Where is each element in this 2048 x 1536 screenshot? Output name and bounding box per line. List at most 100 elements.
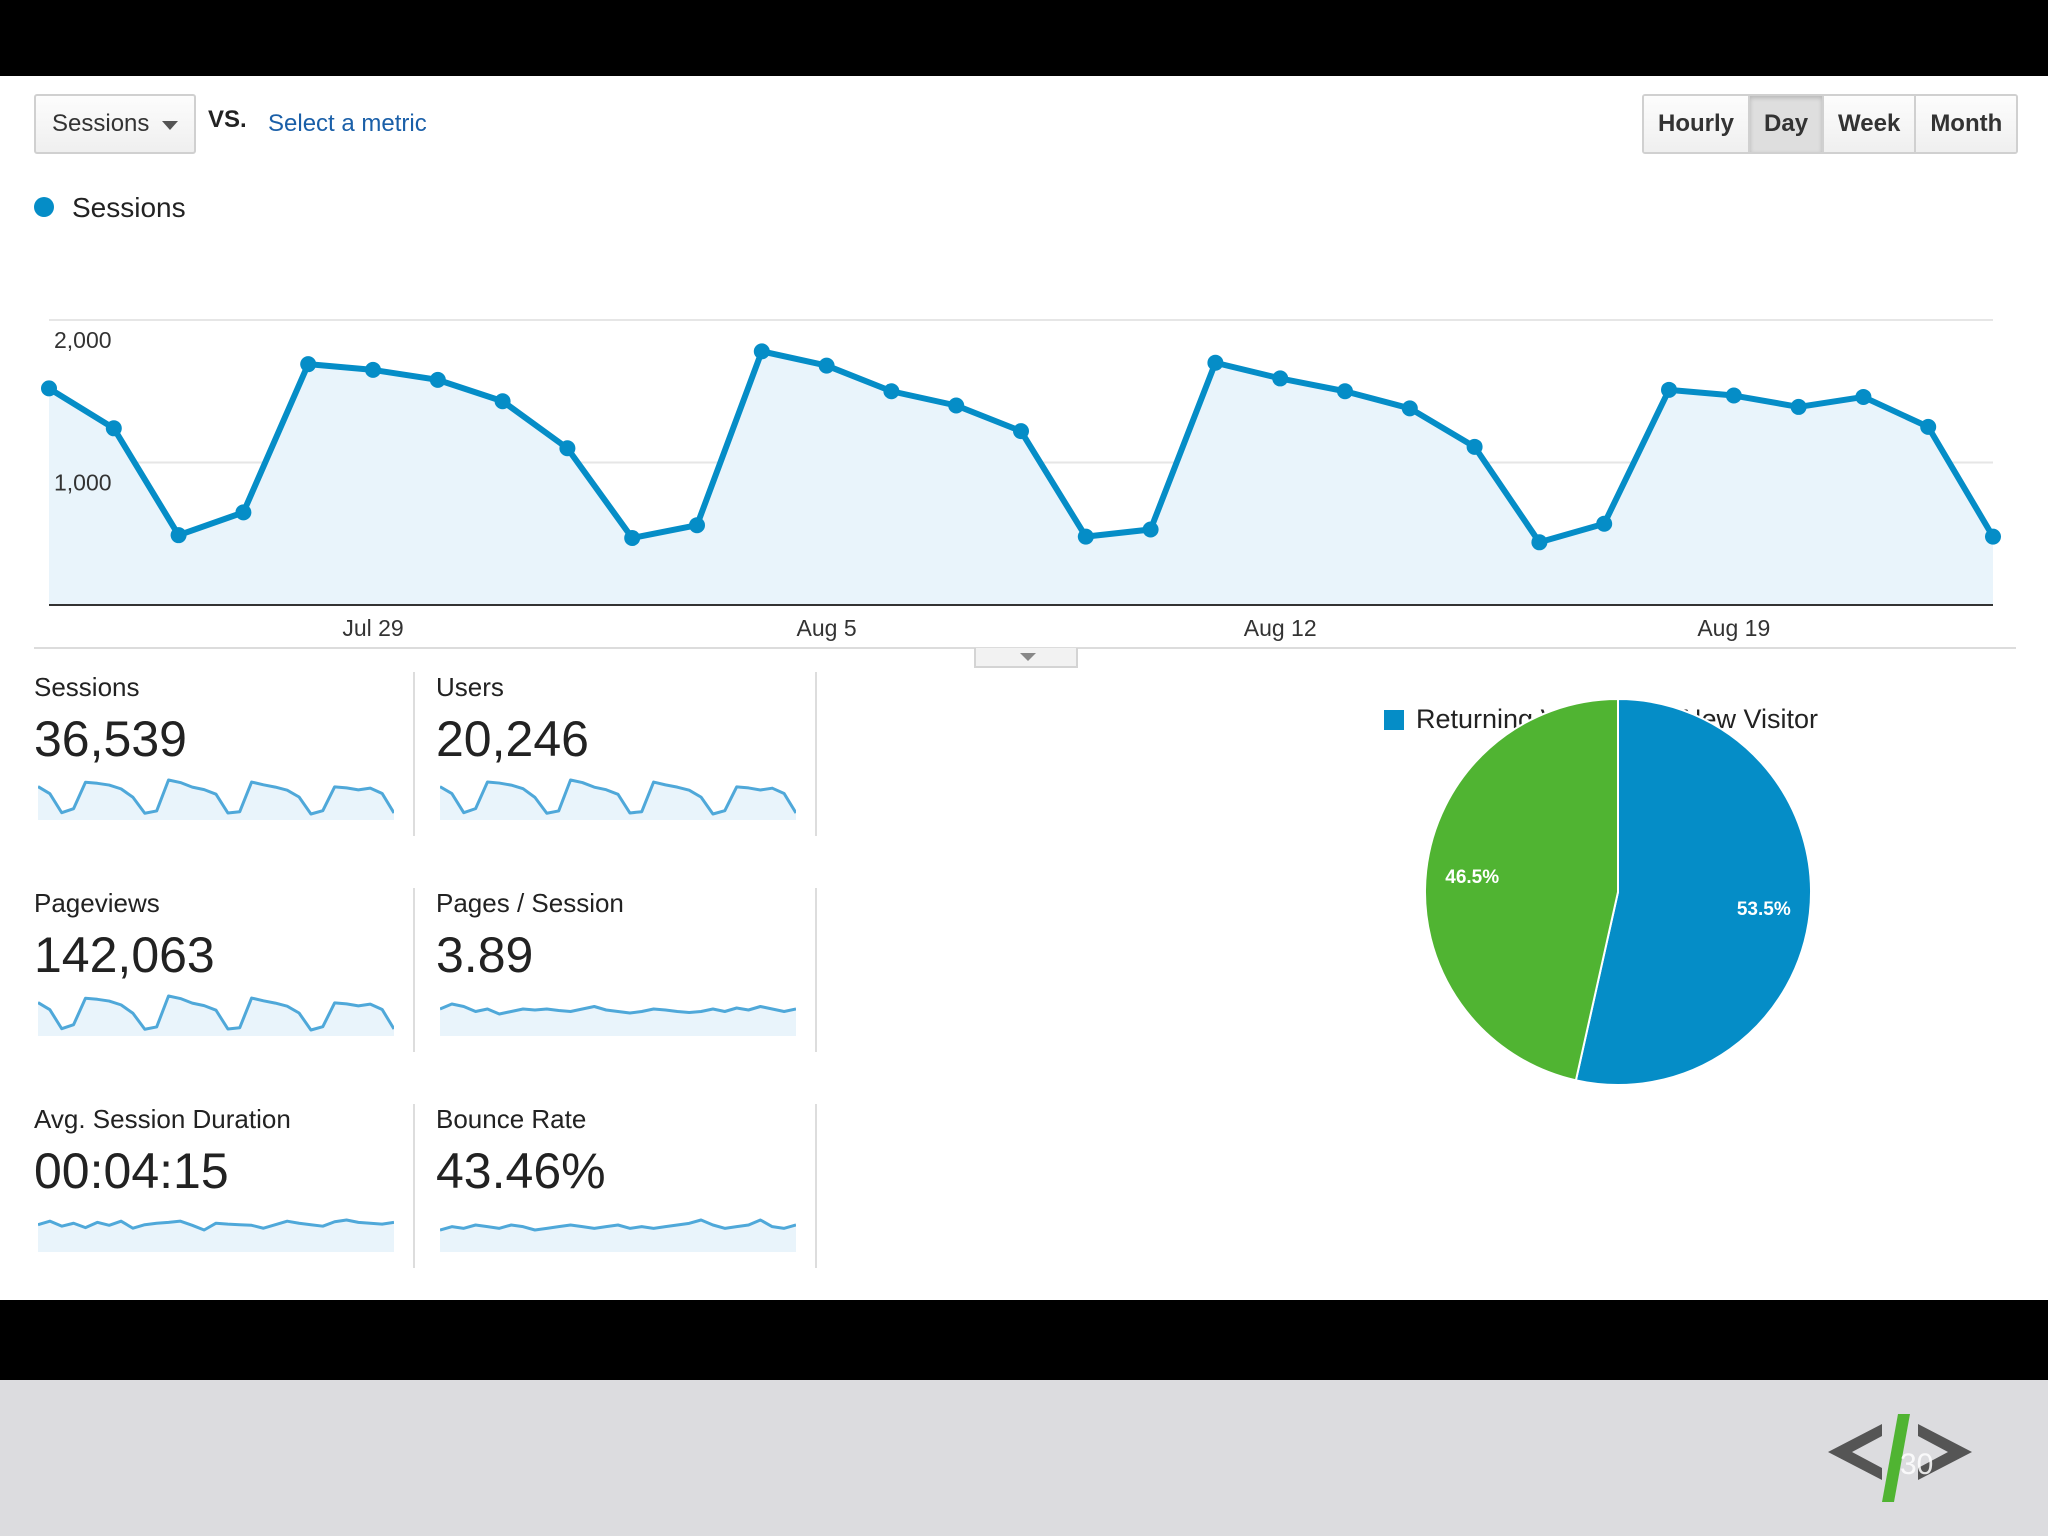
- sparkline-fill: [440, 780, 796, 820]
- chevron-down-icon: [1020, 653, 1036, 661]
- data-point[interactable]: [753, 343, 770, 360]
- data-point[interactable]: [559, 440, 576, 457]
- data-point[interactable]: [1466, 438, 1483, 455]
- data-point[interactable]: [1207, 354, 1224, 371]
- data-point[interactable]: [624, 530, 641, 547]
- sparkline-line: [38, 1218, 394, 1232]
- data-point[interactable]: [1596, 515, 1613, 532]
- x-tick-label: Aug 12: [1244, 615, 1317, 641]
- data-point[interactable]: [1725, 387, 1742, 404]
- returning-visitor-swatch-icon: [1384, 709, 1404, 730]
- metric-select[interactable]: Sessions: [34, 94, 196, 154]
- data-point[interactable]: [1077, 528, 1094, 545]
- data-point[interactable]: [948, 397, 965, 414]
- tile-divider: [815, 1104, 817, 1268]
- slide-footer: [0, 1380, 2048, 1536]
- y-tick-label: 1,000: [54, 470, 112, 496]
- data-point[interactable]: [300, 356, 317, 373]
- tile-value: 36,539: [34, 711, 187, 767]
- pie-slice-new-visitor[interactable]: [1424, 697, 1619, 1082]
- sessions-tile[interactable]: Sessions 36,539: [34, 672, 414, 836]
- sessions-legend-dot-icon: [34, 197, 54, 217]
- data-point[interactable]: [1920, 418, 1937, 435]
- sparkline: [440, 1218, 796, 1252]
- pie-slice-label: 53.5%: [1737, 899, 1791, 920]
- pages-per-session-tile[interactable]: Pages / Session 3.89: [436, 888, 816, 1052]
- week-button[interactable]: Week: [1824, 96, 1917, 152]
- day-button[interactable]: Day: [1750, 96, 1825, 152]
- top-letterbox-bar: [0, 0, 2048, 76]
- y-tick-label: 2,000: [54, 327, 112, 353]
- sparkline-line: [440, 1218, 796, 1232]
- granularity-button-group: Hourly Day Week Month: [1642, 94, 2019, 154]
- select-metric-link[interactable]: Select a metric: [268, 110, 427, 137]
- data-point[interactable]: [1661, 381, 1677, 398]
- users-tile[interactable]: Users 20,246: [436, 672, 816, 836]
- x-tick-label: Aug 5: [797, 615, 857, 641]
- data-point[interactable]: [1790, 398, 1807, 415]
- data-point[interactable]: [494, 393, 511, 410]
- legend-label: New Visitor: [1682, 704, 1819, 734]
- data-point[interactable]: [883, 383, 900, 400]
- data-point[interactable]: [41, 380, 57, 397]
- sparkline: [440, 778, 796, 820]
- tile-value: 43.46%: [436, 1143, 606, 1199]
- sparkline-line: [38, 778, 394, 816]
- tile-label: Bounce Rate: [436, 1104, 587, 1134]
- sparkline-fill: [440, 1004, 796, 1036]
- data-point[interactable]: [818, 357, 835, 374]
- tile-label: Avg. Session Duration: [34, 1104, 291, 1134]
- vs-label: VS.: [208, 106, 247, 133]
- month-button[interactable]: Month: [1916, 96, 2017, 152]
- sparkline: [440, 1002, 796, 1036]
- sparkline-fill: [440, 1220, 796, 1252]
- tile-value: 00:04:15: [34, 1143, 229, 1199]
- sparkline-line: [440, 1002, 796, 1016]
- tile-label: Pageviews: [34, 888, 160, 918]
- sessions-line-chart: 2,000 1,000 Jul 29 Aug 5 Aug 12 Aug 19: [41, 319, 2001, 641]
- data-point[interactable]: [1855, 388, 1872, 405]
- hourly-button[interactable]: Hourly: [1644, 96, 1751, 152]
- tile-divider: [413, 672, 415, 836]
- analytics-panel: Sessions VS. Select a metric Hourly Day …: [0, 76, 2048, 1300]
- sparkline: [38, 778, 394, 820]
- sparkline-fill: [38, 1220, 394, 1252]
- pie-slice-label: 46.5%: [1445, 867, 1499, 888]
- data-point[interactable]: [1337, 383, 1353, 400]
- bounce-rate-tile[interactable]: Bounce Rate 43.46%: [436, 1104, 816, 1268]
- pie-slice-returning-visitor[interactable]: [1574, 697, 1812, 1086]
- avg-session-duration-tile[interactable]: Avg. Session Duration 00:04:15: [34, 1104, 414, 1268]
- data-point[interactable]: [365, 361, 381, 378]
- chevron-down-icon: [162, 121, 178, 130]
- data-point[interactable]: [429, 371, 446, 388]
- data-point[interactable]: [1985, 528, 2001, 545]
- legend-label: Returning Visitor: [1416, 704, 1616, 734]
- data-point[interactable]: [1272, 370, 1289, 387]
- sparkline-fill: [38, 996, 394, 1036]
- tile-value: 142,063: [34, 927, 215, 983]
- tile-divider: [413, 888, 415, 1052]
- data-point[interactable]: [1531, 534, 1548, 551]
- bottom-letterbox-bar: [0, 1300, 2048, 1380]
- metric-select-value: Sessions: [52, 110, 150, 137]
- data-point[interactable]: [170, 527, 187, 544]
- pie-legend-returning[interactable]: Returning Visitor: [1384, 704, 1615, 735]
- expand-chart-toggle[interactable]: [974, 648, 1078, 668]
- data-point[interactable]: [1142, 521, 1159, 538]
- code-brackets-logo-icon: [1828, 1414, 1972, 1502]
- pageviews-tile[interactable]: Pageviews 142,063: [34, 888, 414, 1052]
- sparkline: [38, 994, 394, 1036]
- sessions-area-fill: [49, 351, 1993, 605]
- data-point[interactable]: [689, 517, 705, 534]
- data-point[interactable]: [235, 504, 252, 521]
- sessions-legend-label: Sessions: [72, 192, 186, 223]
- data-point[interactable]: [1401, 400, 1418, 417]
- pie-legend-new[interactable]: New Visitor: [1650, 704, 1818, 735]
- data-point[interactable]: [1013, 423, 1029, 440]
- tile-label: Users: [436, 672, 504, 702]
- slide-number: 30: [1900, 1448, 1934, 1481]
- tile-divider: [815, 672, 817, 836]
- sparkline-fill: [38, 780, 394, 820]
- data-point[interactable]: [105, 420, 122, 437]
- tile-divider: [815, 888, 817, 1052]
